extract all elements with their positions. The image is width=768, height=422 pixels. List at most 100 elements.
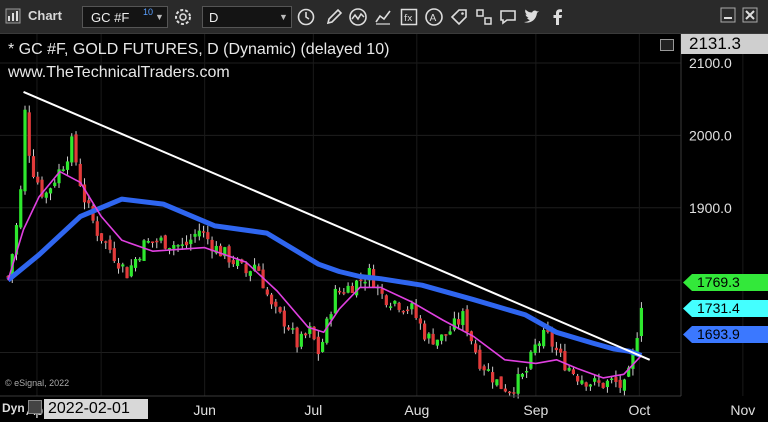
- candle-body: [19, 189, 23, 228]
- candle-body: [23, 109, 27, 192]
- fast-moving-average-line: [7, 170, 642, 379]
- fast-ma-value-tag: 1769.3: [683, 274, 768, 291]
- candle-body: [406, 309, 410, 312]
- candle-body: [197, 230, 201, 237]
- candle-body: [104, 241, 108, 243]
- candle-body: [384, 295, 388, 306]
- candle-body: [108, 239, 112, 250]
- candle-body: [418, 318, 422, 324]
- candle-body: [554, 347, 558, 351]
- y-tick-label: 1900.0: [689, 200, 732, 216]
- candle-body: [87, 200, 91, 204]
- chat-icon[interactable]: [498, 7, 518, 27]
- descending-trendline: [23, 91, 651, 361]
- candle-body: [605, 380, 610, 388]
- candle-body: [82, 184, 87, 203]
- candle-body: [282, 310, 286, 327]
- candle-body: [601, 382, 605, 388]
- candle-body: [121, 264, 125, 267]
- mid-ma-value-tag: 1731.4: [683, 300, 768, 317]
- candle-body: [57, 169, 61, 184]
- chart-app-icon[interactable]: [5, 8, 21, 24]
- candle-body: [461, 311, 465, 326]
- close-icon[interactable]: [742, 7, 758, 23]
- symbol-input[interactable]: GC #F 10 ▼: [82, 6, 168, 28]
- candle-body: [95, 221, 99, 236]
- x-tick-label: Oct: [628, 402, 650, 418]
- candle-body: [112, 248, 116, 262]
- alert-icon[interactable]: A: [424, 7, 444, 27]
- candle-body: [53, 182, 57, 187]
- candle-body: [74, 134, 78, 163]
- svg-text:fx: fx: [404, 14, 413, 24]
- minimize-icon[interactable]: [720, 7, 736, 23]
- formula-icon[interactable]: fx: [399, 7, 419, 27]
- candle-body: [159, 237, 163, 241]
- tag-icon[interactable]: [449, 7, 469, 27]
- chevron-down-icon[interactable]: ▼: [155, 12, 164, 22]
- candle-body: [495, 379, 499, 386]
- twitter-icon[interactable]: [522, 7, 542, 27]
- candle-body: [269, 294, 274, 305]
- interval-select[interactable]: D ▼: [202, 6, 292, 28]
- symbol-delay-badge: 10: [143, 7, 154, 17]
- grid-icon[interactable]: [474, 7, 494, 27]
- candle-body: [257, 266, 261, 271]
- candle-body: [231, 260, 235, 265]
- candle-body: [482, 366, 486, 371]
- candle-body: [210, 239, 214, 252]
- oscillator-icon[interactable]: [348, 7, 368, 27]
- candle-body: [167, 248, 172, 250]
- candle-body: [520, 373, 524, 377]
- date-cursor-readout: 2022-02-01: [44, 399, 148, 419]
- candle-body: [457, 319, 461, 325]
- candle-body: [401, 310, 405, 313]
- candle-body: [286, 327, 291, 330]
- candle-body: [316, 336, 320, 355]
- candle-body: [70, 136, 74, 163]
- candle-body: [622, 379, 627, 391]
- calendar-icon[interactable]: [28, 400, 42, 414]
- candle-body: [155, 240, 159, 243]
- chart-subtitle-website: www.TheTechnicalTraders.com: [8, 64, 230, 81]
- panel-maximize-icon[interactable]: [660, 39, 674, 51]
- candle-body: [491, 372, 495, 383]
- candle-body: [252, 264, 257, 271]
- chart-title: * GC #F, GOLD FUTURES, D (Dynamic) (dela…: [8, 41, 390, 58]
- candle-body: [474, 343, 478, 353]
- symbol-value: GC #F: [91, 10, 130, 25]
- candle-body: [176, 245, 180, 247]
- svg-text:A: A: [430, 13, 437, 24]
- y-tick-label: 2000.0: [689, 127, 732, 143]
- candle-body: [40, 179, 44, 197]
- candle-body: [529, 351, 533, 369]
- slow-moving-average-line: [6, 196, 643, 358]
- candle-body: [537, 343, 541, 346]
- candle-body: [44, 192, 48, 198]
- studies-icon[interactable]: [373, 7, 393, 27]
- chevron-down-icon[interactable]: ▼: [279, 12, 288, 22]
- facebook-icon[interactable]: [548, 7, 568, 27]
- clock-icon[interactable]: [296, 7, 316, 27]
- candle-body: [567, 367, 571, 371]
- candle-body: [448, 331, 452, 335]
- price-chart[interactable]: 2100.02000.01900.01800.0AprMayJunJulAugS…: [0, 34, 768, 422]
- candle-body: [563, 351, 567, 371]
- dynamic-mode-label[interactable]: Dyn: [2, 401, 25, 415]
- x-tick-label: Jul: [304, 402, 322, 418]
- candle-body: [172, 244, 176, 249]
- chart-title-label: Chart: [28, 8, 62, 23]
- candle-body: [559, 348, 563, 353]
- candle-body: [227, 246, 231, 263]
- candle-body: [291, 328, 295, 330]
- x-tick-label: Nov: [730, 402, 755, 418]
- pencil-icon[interactable]: [324, 7, 344, 27]
- candle-body: [618, 379, 622, 388]
- settings-gear-icon[interactable]: [173, 7, 193, 27]
- candle-body: [184, 241, 189, 246]
- candle-body: [133, 259, 138, 268]
- chart-area[interactable]: 2100.02000.01900.01800.0AprMayJunJulAugS…: [0, 34, 768, 422]
- candle-body: [576, 375, 580, 382]
- candle-body: [380, 288, 384, 294]
